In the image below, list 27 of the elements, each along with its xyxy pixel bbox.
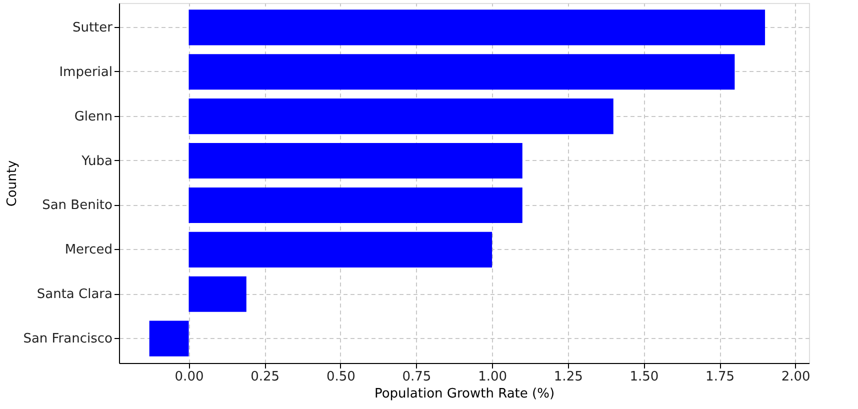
bar — [188, 232, 492, 268]
x-tick-label: 0.50 — [326, 370, 356, 384]
y-tick-label: Santa Clara — [36, 287, 112, 302]
x-tick-label: 1.50 — [630, 370, 659, 384]
y-axis-title: County — [5, 160, 20, 207]
bar — [188, 276, 246, 312]
y-tick-label: Yuba — [80, 154, 112, 169]
x-tick-label: 1.75 — [706, 370, 735, 384]
bar — [149, 320, 189, 356]
x-tick-label: 0.00 — [174, 370, 204, 384]
y-tick-label: Sutter — [72, 20, 114, 36]
bar — [188, 54, 735, 90]
y-tick-label: Glenn — [74, 109, 112, 124]
x-tick-label: 2.00 — [781, 370, 810, 384]
y-tick-label: Merced — [64, 242, 112, 258]
bar — [188, 98, 614, 134]
x-tick-label: 1.25 — [554, 370, 583, 384]
y-tick-label: San Francisco — [23, 332, 113, 347]
x-tick-label: 1.00 — [478, 370, 508, 384]
bar — [188, 10, 766, 46]
bar — [188, 143, 522, 179]
x-tick-label: 0.25 — [250, 370, 280, 384]
y-tick-label: Imperial — [59, 64, 112, 80]
bar — [188, 187, 522, 223]
x-axis-title: Population Growth Rate (%) — [374, 386, 555, 402]
y-tick-label: San Benito — [42, 198, 113, 214]
x-tick-label: 0.75 — [402, 370, 432, 384]
